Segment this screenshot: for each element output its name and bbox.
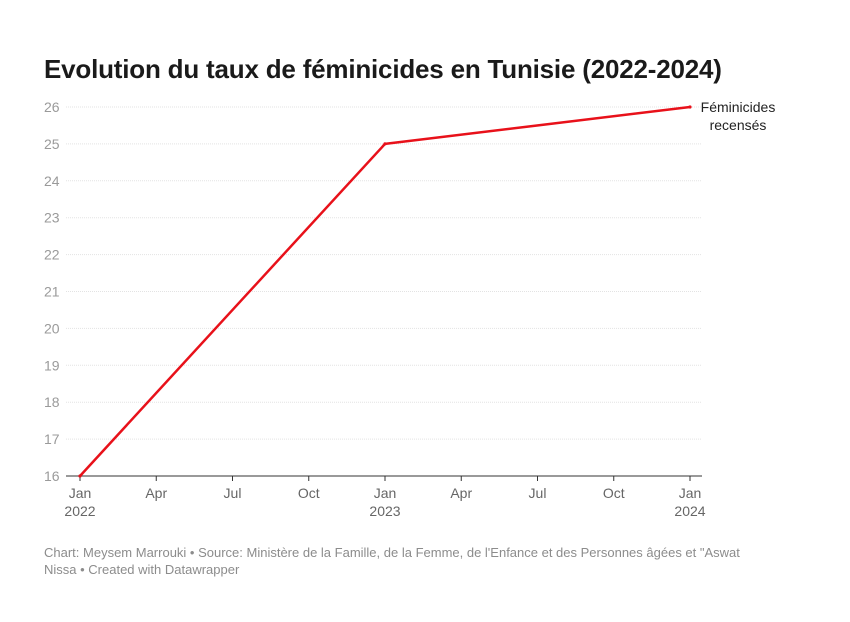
- footer-line-2: Nissa • Created with Datawrapper: [44, 562, 240, 577]
- y-tick-label: 25: [44, 136, 60, 152]
- y-tick-label: 20: [44, 320, 60, 336]
- y-tick-label: 17: [44, 431, 60, 447]
- y-tick-label: 23: [44, 210, 60, 226]
- footer-line-1: Chart: Meysem Marrouki • Source: Ministè…: [44, 545, 740, 560]
- x-tick-label: Jan: [69, 485, 92, 501]
- x-tick-label: Oct: [298, 485, 320, 501]
- y-tick-label: 22: [44, 247, 60, 263]
- y-tick-label: 18: [44, 394, 60, 410]
- x-tick-label: Oct: [603, 485, 625, 501]
- x-tick-label: Apr: [145, 485, 167, 501]
- x-tick-label: Jul: [224, 485, 242, 501]
- series-layer: [78, 105, 692, 478]
- x-tick-label: Jan: [374, 485, 397, 501]
- x-tick-label: Apr: [450, 485, 472, 501]
- x-tick-year-label: 2023: [369, 503, 400, 519]
- chart-footer: Chart: Meysem Marrouki • Source: Ministè…: [44, 544, 804, 578]
- y-tick-label: 26: [44, 99, 60, 115]
- y-tick-label: 21: [44, 284, 60, 300]
- x-tick-label: Jul: [529, 485, 547, 501]
- y-tick-label: 24: [44, 173, 60, 189]
- series-labels: Féminicides recensés: [701, 99, 776, 133]
- x-tick-year-label: 2024: [674, 503, 705, 519]
- data-point: [78, 474, 82, 478]
- y-tick-label: 16: [44, 468, 60, 484]
- series-name-label: recensés: [710, 117, 767, 133]
- grid-lines: [66, 106, 702, 477]
- x-tick-label: Jan: [679, 485, 702, 501]
- x-tick-year-label: 2022: [64, 503, 95, 519]
- y-axis-ticks: 26 25 24 23 22 21 20 19 18 17 16: [44, 99, 60, 484]
- x-axis-ticks: Jan 2022 Apr Jul Oct Jan 2023 Apr Jul Oct Jan 2024: [64, 476, 706, 519]
- y-tick-label: 19: [44, 357, 60, 373]
- data-point: [383, 142, 387, 146]
- chart-title: Evolution du taux de féminicides en Tuni…: [44, 54, 722, 84]
- series-name-label: Féminicides: [701, 99, 776, 115]
- data-point: [688, 105, 692, 109]
